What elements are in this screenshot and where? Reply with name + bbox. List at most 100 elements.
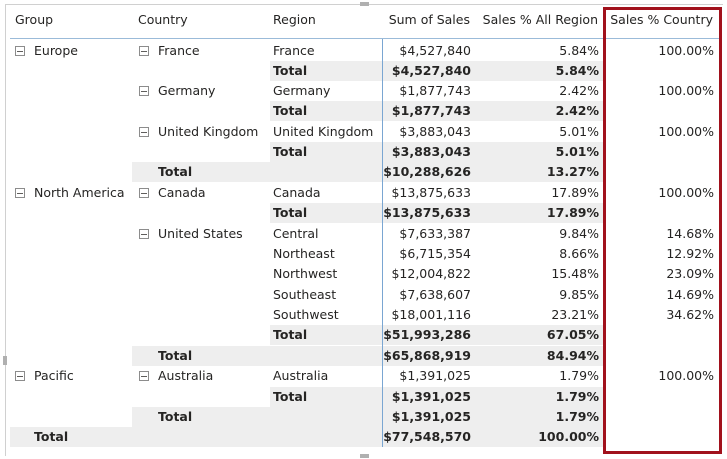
sales-pct-all-region-cell: 67.05% bbox=[546, 327, 599, 342]
table-row: Total $1,391,025 1.79% bbox=[0, 407, 727, 427]
sales-pct-all-region-cell: 17.89% bbox=[551, 185, 599, 200]
sales-pct-all-region-cell: 9.84% bbox=[559, 226, 599, 241]
sales-pct-all-region-cell: 2.42% bbox=[559, 83, 599, 98]
sales-pct-country-cell: 100.00% bbox=[658, 185, 714, 200]
sales-pct-all-region-cell: 5.01% bbox=[555, 144, 599, 159]
table-row: Pacific Australia Australia $1,391,025 1.79%… bbox=[0, 366, 727, 386]
sum-of-sales-cell: $1,391,025 bbox=[399, 368, 471, 383]
collapse-country-icon[interactable] bbox=[139, 188, 149, 198]
table-row: Total $65,868,919 84.94% bbox=[0, 346, 727, 366]
sum-of-sales-cell: $7,638,607 bbox=[399, 287, 471, 302]
country-cell[interactable]: Germany bbox=[158, 83, 216, 98]
country-cell[interactable]: Total bbox=[158, 164, 193, 179]
column-header-group[interactable]: Group bbox=[15, 12, 54, 27]
country-cell[interactable]: France bbox=[158, 43, 200, 58]
sum-of-sales-cell: $1,391,025 bbox=[391, 409, 471, 424]
sales-pct-all-region-cell: 5.84% bbox=[555, 63, 599, 78]
sales-pct-all-region-cell: 23.21% bbox=[551, 307, 599, 322]
collapse-group-icon[interactable] bbox=[15, 188, 25, 198]
country-cell[interactable]: United Kingdom bbox=[158, 124, 259, 139]
highlight-box-sales-pct-country bbox=[603, 7, 722, 454]
sum-of-sales-cell: $4,527,840 bbox=[399, 43, 471, 58]
table-row: Northwest $12,004,822 15.48% 23.09% bbox=[0, 264, 727, 284]
resize-handle-bottom[interactable] bbox=[360, 454, 369, 458]
table-row: Total $1,877,743 2.42% bbox=[0, 101, 727, 121]
subtotal-band bbox=[132, 407, 603, 427]
subtotal-band bbox=[270, 387, 603, 407]
sum-of-sales-cell: $1,877,743 bbox=[391, 103, 471, 118]
sales-pct-country-cell: 12.92% bbox=[666, 246, 714, 261]
region-cell: Northwest bbox=[273, 266, 338, 281]
subtotal-band bbox=[10, 427, 603, 447]
header-divider bbox=[10, 38, 722, 39]
resize-handle-top[interactable] bbox=[360, 2, 369, 6]
sales-pct-country-cell: 14.68% bbox=[666, 226, 714, 241]
region-cell: Total bbox=[273, 63, 308, 78]
sum-of-sales-cell: $7,633,387 bbox=[399, 226, 471, 241]
country-cell[interactable]: Canada bbox=[158, 185, 206, 200]
collapse-group-icon[interactable] bbox=[15, 371, 25, 381]
region-cell: Canada bbox=[273, 185, 321, 200]
sum-of-sales-cell: $6,715,354 bbox=[399, 246, 471, 261]
region-cell: France bbox=[273, 43, 315, 58]
column-header-region[interactable]: Region bbox=[273, 12, 316, 27]
table-row: Total $51,993,286 67.05% bbox=[0, 325, 727, 345]
region-cell: Total bbox=[273, 389, 308, 404]
group-cell[interactable]: Pacific bbox=[34, 368, 74, 383]
country-cell[interactable]: Total bbox=[158, 348, 193, 363]
sum-of-sales-cell: $13,875,633 bbox=[383, 205, 471, 220]
subtotal-band bbox=[270, 61, 603, 81]
subtotal-band bbox=[270, 101, 603, 121]
collapse-country-icon[interactable] bbox=[139, 371, 149, 381]
column-header-sales-pct-country[interactable]: Sales % Country bbox=[610, 12, 713, 27]
group-cell[interactable]: Europe bbox=[34, 43, 78, 58]
sales-pct-all-region-cell: 9.85% bbox=[559, 287, 599, 302]
sales-pct-all-region-cell: 15.48% bbox=[551, 266, 599, 281]
country-cell[interactable]: Australia bbox=[158, 368, 214, 383]
sales-pct-all-region-cell: 8.66% bbox=[559, 246, 599, 261]
sum-of-sales-cell: $18,001,116 bbox=[391, 307, 471, 322]
region-cell: Total bbox=[273, 205, 308, 220]
sales-pct-country-cell: 23.09% bbox=[666, 266, 714, 281]
sales-pct-all-region-cell: 1.79% bbox=[559, 368, 599, 383]
table-row: Northeast $6,715,354 8.66% 12.92% bbox=[0, 244, 727, 264]
sales-pct-country-cell: 100.00% bbox=[658, 124, 714, 139]
column-header-country[interactable]: Country bbox=[138, 12, 188, 27]
group-cell[interactable]: North America bbox=[34, 185, 125, 200]
region-cell: Australia bbox=[273, 368, 329, 383]
sum-of-sales-cell: $3,883,043 bbox=[399, 124, 471, 139]
subtotal-band bbox=[270, 203, 603, 223]
collapse-country-icon[interactable] bbox=[139, 86, 149, 96]
column-header-sum-of-sales[interactable]: Sum of Sales bbox=[388, 12, 470, 27]
region-cell: Total bbox=[273, 327, 308, 342]
subtotal-band bbox=[132, 346, 603, 366]
resize-handle-left[interactable] bbox=[3, 356, 7, 365]
sales-pct-all-region-cell: 1.79% bbox=[555, 409, 599, 424]
sales-pct-all-region-cell: 84.94% bbox=[546, 348, 599, 363]
region-cell: Central bbox=[273, 226, 319, 241]
table-row: Total $13,875,633 17.89% bbox=[0, 203, 727, 223]
country-cell[interactable]: Total bbox=[158, 409, 193, 424]
column-header-sales-pct-all-region[interactable]: Sales % All Region bbox=[482, 12, 598, 27]
sum-of-sales-cell: $1,877,743 bbox=[399, 83, 471, 98]
table-row: Germany Germany $1,877,743 2.42% 100.00% bbox=[0, 81, 727, 101]
table-row: United States Central $7,633,387 9.84% 14.68… bbox=[0, 224, 727, 244]
sum-of-sales-cell: $65,868,919 bbox=[383, 348, 471, 363]
collapse-country-icon[interactable] bbox=[139, 46, 149, 56]
table-row: Europe France France $4,527,840 5.84% 100.00% bbox=[0, 41, 727, 61]
table-row: Total $77,548,570 100.00% bbox=[0, 427, 727, 447]
sum-of-sales-cell: $3,883,043 bbox=[391, 144, 471, 159]
collapse-group-icon[interactable] bbox=[15, 46, 25, 56]
table-row: Total $10,288,626 13.27% bbox=[0, 162, 727, 182]
sum-of-sales-cell: $13,875,633 bbox=[391, 185, 471, 200]
region-cell: Southeast bbox=[273, 287, 337, 302]
sales-pct-country-cell: 14.69% bbox=[666, 287, 714, 302]
country-cell[interactable]: United States bbox=[158, 226, 243, 241]
region-cell: Total bbox=[273, 103, 308, 118]
sum-of-sales-cell: $4,527,840 bbox=[391, 63, 471, 78]
group-cell[interactable]: Total bbox=[34, 429, 69, 444]
collapse-country-icon[interactable] bbox=[139, 229, 149, 239]
table-row: Total $3,883,043 5.01% bbox=[0, 142, 727, 162]
collapse-country-icon[interactable] bbox=[139, 127, 149, 137]
